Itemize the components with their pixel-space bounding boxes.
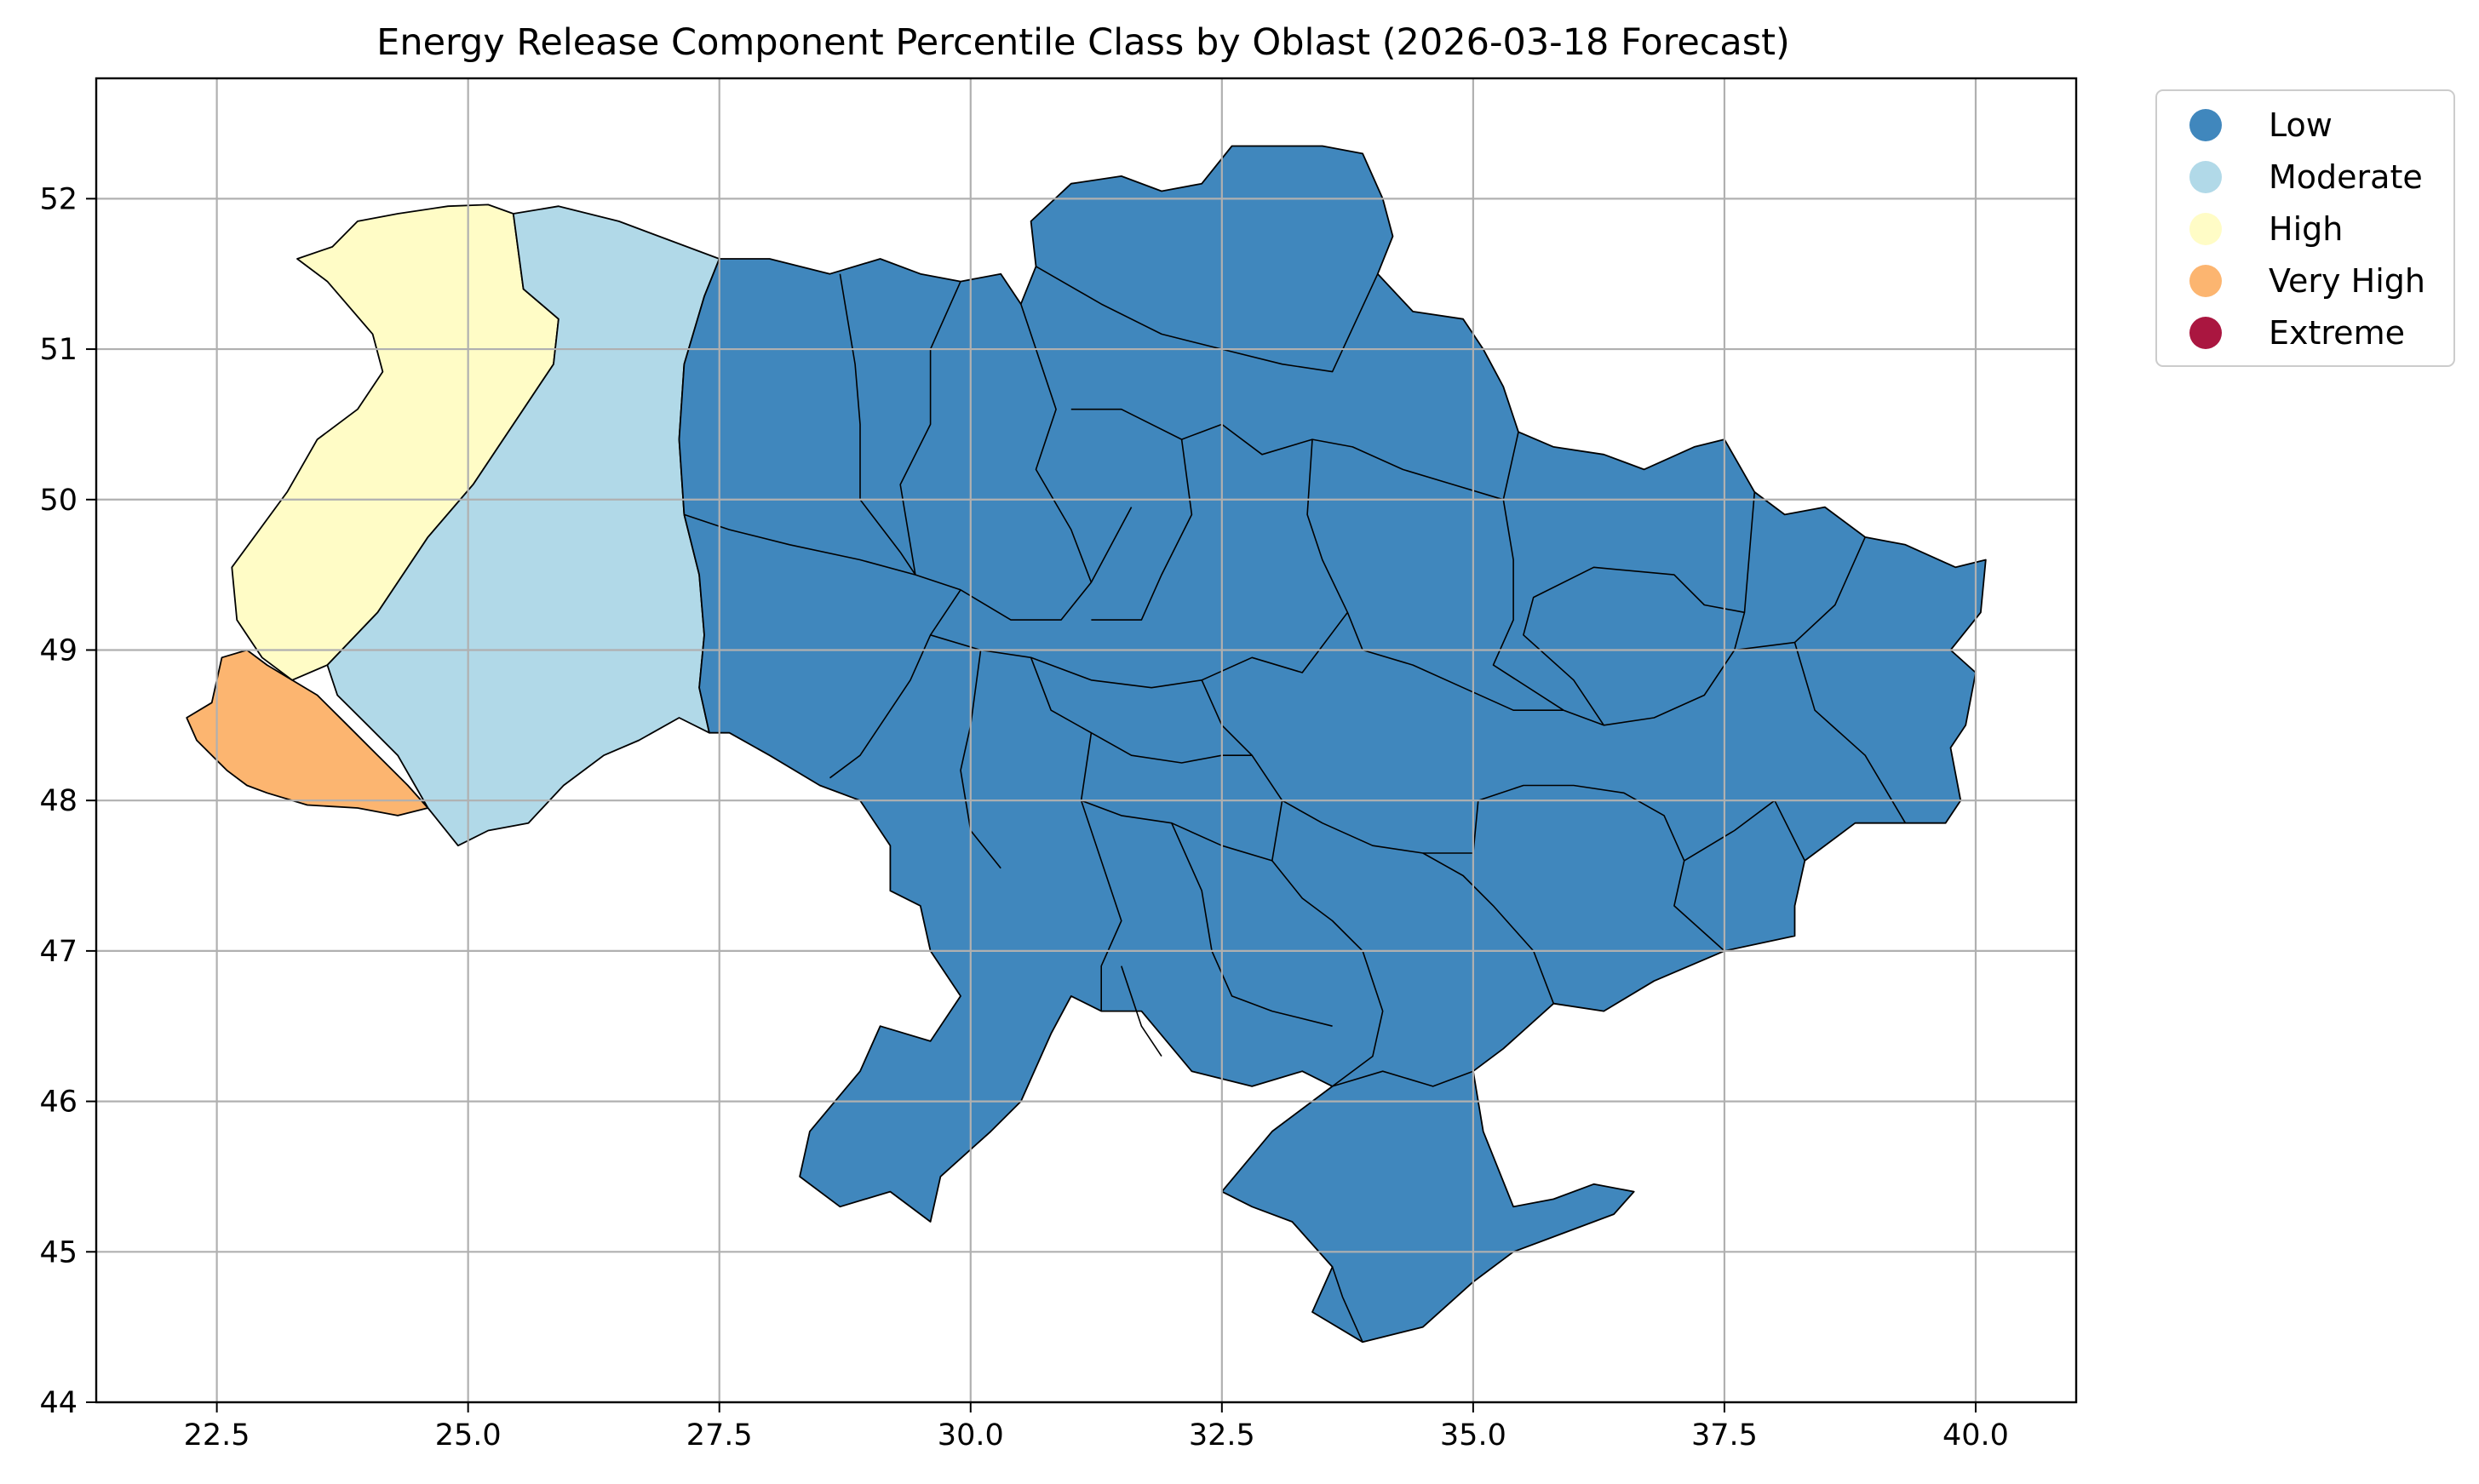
legend-label-moderate: Moderate xyxy=(2269,158,2423,196)
oblast-border-17 xyxy=(1422,852,1555,1004)
y-tick-label: 52 xyxy=(39,182,77,216)
oblast-border-3 xyxy=(1020,303,1093,583)
oblast-border-20 xyxy=(1492,499,1564,711)
y-tick-label: 48 xyxy=(39,784,77,818)
x-tick-label: 30.0 xyxy=(938,1418,1004,1452)
region-3-low xyxy=(678,145,1987,1344)
y-tick-label: 50 xyxy=(39,484,77,518)
gridlines xyxy=(96,78,2076,1404)
x-tick-label: 37.5 xyxy=(1691,1418,1758,1452)
y-tick-label: 47 xyxy=(39,935,77,969)
oblast-border-22 xyxy=(1684,799,1806,862)
x-tick-label: 40.0 xyxy=(1942,1418,2009,1452)
x-tick-label: 32.5 xyxy=(1189,1418,1255,1452)
oblast-regions xyxy=(186,145,1987,1344)
oblast-border-21 xyxy=(1523,566,1745,726)
legend-label-low: Low xyxy=(2269,106,2333,144)
legend-label-extreme: Extreme xyxy=(2269,314,2405,352)
oblast-border-24 xyxy=(1793,642,1907,824)
legend-marker-extreme xyxy=(2189,317,2222,349)
y-axis-ticks: 44 45 46 47 48 49 50 51 52 xyxy=(39,182,96,1420)
oblast-border-26 xyxy=(1332,1070,1474,1087)
chart-title: Energy Release Component Percentile Clas… xyxy=(376,21,1790,64)
y-tick-label: 45 xyxy=(39,1235,77,1269)
x-tick-label: 22.5 xyxy=(184,1418,250,1452)
legend-label-high: High xyxy=(2269,210,2343,248)
plot-frame xyxy=(95,77,2078,1404)
legend-box xyxy=(2155,89,2455,367)
oblast-border-8 xyxy=(829,589,961,779)
oblast-border-27 xyxy=(1121,965,1162,1057)
x-axis-ticks: 22.5 25.0 27.5 30.0 32.5 35.0 37.5 40.0 xyxy=(184,1402,2009,1452)
y-tick-label: 44 xyxy=(39,1386,77,1420)
oblast-border-23 xyxy=(1734,536,1866,651)
oblast-border-6 xyxy=(1091,438,1193,621)
oblast-border-18 xyxy=(1472,784,1725,952)
x-tick-label: 25.0 xyxy=(435,1418,502,1452)
oblast-border-2 xyxy=(899,281,961,576)
oblast-border-25 xyxy=(1331,1266,1363,1343)
oblast-border-9 xyxy=(930,611,1349,689)
x-tick-label: 35.0 xyxy=(1440,1418,1506,1452)
oblast-borders xyxy=(684,266,1907,1343)
y-tick-label: 46 xyxy=(39,1086,77,1120)
oblast-border-10 xyxy=(1201,679,1473,854)
legend-marker-very-high xyxy=(2189,265,2222,297)
legend-marker-high xyxy=(2189,213,2222,245)
y-tick-label: 49 xyxy=(39,633,77,668)
legend-marker-moderate xyxy=(2189,161,2222,193)
y-tick-label: 51 xyxy=(39,333,77,367)
oblast-border-13 xyxy=(1080,732,1122,1011)
oblast-border-14 xyxy=(1081,799,1283,862)
region-0-very-high xyxy=(186,649,429,816)
legend: Low Moderate High Very High Extreme xyxy=(2155,89,2455,367)
legend-marker-low xyxy=(2189,109,2222,141)
legend-label-very-high: Very High xyxy=(2269,262,2425,300)
oblast-border-1 xyxy=(684,507,1133,621)
oblast-border-12 xyxy=(960,650,1001,869)
x-tick-label: 27.5 xyxy=(686,1418,753,1452)
